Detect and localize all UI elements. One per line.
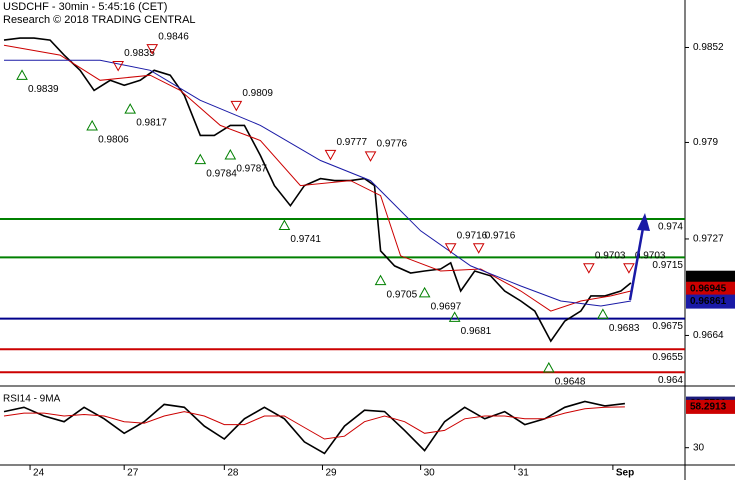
marker-label: 0.9703	[595, 250, 626, 261]
low-marker	[597, 308, 609, 319]
x-tick-label: 29	[325, 468, 337, 479]
y-tick-label: 30	[693, 442, 705, 453]
low-marker	[16, 69, 28, 80]
high-marker	[112, 61, 125, 72]
marker-label: 0.9835	[124, 48, 155, 59]
y-tick-label: 0.9727	[693, 234, 724, 245]
last-value-label: 0.96945	[690, 283, 727, 294]
high-marker	[146, 44, 159, 55]
series-line	[4, 59, 631, 307]
low-marker	[542, 361, 555, 373]
last-value-badge	[686, 399, 735, 414]
level-label: 0.9675	[652, 321, 683, 332]
series-line	[3, 37, 632, 343]
marker-label: 0.9716	[485, 230, 516, 241]
marker-label: 0.9683	[609, 323, 640, 334]
last-value-label: 58.2913	[690, 402, 727, 413]
x-tick-label: 30	[424, 468, 436, 479]
last-value-label: 0.97017	[690, 272, 727, 283]
forecast-arrow	[628, 227, 645, 301]
low-marker	[194, 153, 207, 165]
chart-title: USDCHF - 30min - 5:45:16 (CET)	[3, 1, 167, 13]
low-marker	[448, 311, 461, 322]
x-tick-label: Sep	[616, 468, 634, 479]
plot: 0.9852 0.979 0.9727 0.9664 0.974 0.9715 0.9675…	[0, 31, 735, 479]
marker-label: 0.9705	[387, 289, 418, 300]
high-marker	[472, 243, 485, 254]
series-line	[3, 400, 625, 455]
forecast-arrow-head	[637, 213, 650, 231]
low-marker	[224, 149, 237, 160]
marker-label: 0.9777	[336, 137, 367, 148]
high-marker	[324, 149, 337, 161]
last-value-badge	[686, 281, 735, 296]
high-marker	[230, 100, 243, 112]
level-label: 0.9655	[652, 352, 683, 363]
last-value-badge	[686, 270, 735, 285]
high-marker	[623, 263, 635, 274]
high-marker	[583, 263, 595, 274]
x-tick-label: 31	[518, 468, 530, 479]
marker-label: 0.9703	[635, 250, 666, 261]
low-marker	[374, 274, 387, 286]
marker-label: 0.9648	[555, 377, 586, 388]
x-tick-label: 24	[33, 468, 45, 479]
marker-label: 0.9817	[136, 118, 167, 129]
rsi-title: RSI14 - 9MA	[3, 394, 61, 405]
y-tick-label: 0.9852	[693, 42, 724, 53]
high-marker	[444, 243, 457, 254]
low-marker	[124, 103, 137, 114]
marker-label: 0.9809	[242, 88, 273, 99]
last-value-badge	[686, 294, 735, 309]
low-marker	[418, 286, 431, 298]
chart-subtitle: Research © 2018 TRADING CENTRAL	[3, 14, 196, 26]
marker-label: 0.9697	[431, 302, 462, 313]
marker-label: 0.9806	[98, 135, 129, 146]
marker-label: 0.9681	[461, 326, 492, 337]
last-value-label: 0.96861	[690, 296, 727, 307]
marker-label: 0.9776	[377, 139, 408, 150]
low-marker	[278, 219, 291, 231]
x-tick-label: 28	[227, 468, 239, 479]
series-line	[3, 406, 625, 440]
level-label: 0.974	[658, 222, 683, 233]
marker-label: 0.9741	[290, 234, 321, 245]
y-tick-label: 0.9664	[693, 330, 724, 341]
marker-label: 0.9784	[206, 168, 237, 179]
y-tick-label: 0.979	[693, 137, 718, 148]
level-label: 0.964	[658, 375, 683, 386]
series-line	[3, 44, 632, 312]
low-marker	[86, 119, 98, 131]
level-label: 0.9715	[652, 260, 683, 271]
marker-label: 0.9846	[158, 31, 189, 42]
x-tick-label: 27	[127, 468, 139, 479]
marker-label: 0.9839	[28, 84, 59, 95]
marker-label: 0.9787	[236, 164, 267, 175]
high-marker	[364, 151, 377, 162]
marker-label: 0.9716	[457, 230, 488, 241]
